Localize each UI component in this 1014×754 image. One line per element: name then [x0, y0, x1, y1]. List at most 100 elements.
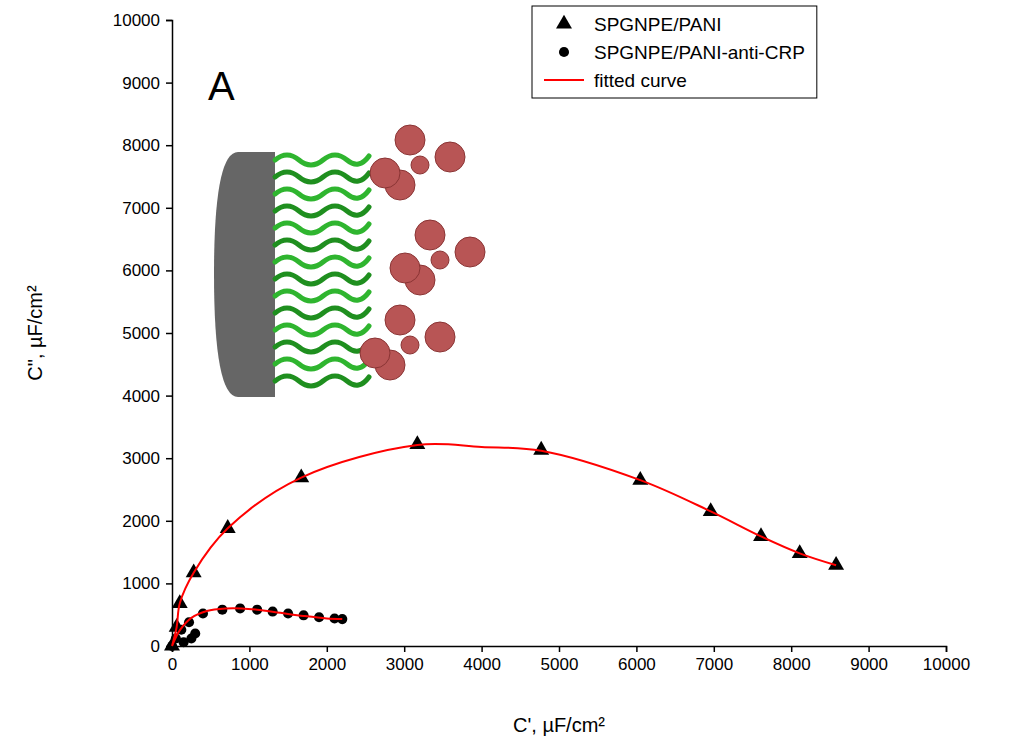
legend-swatch	[559, 47, 569, 57]
y-tick: 2000	[122, 512, 172, 531]
y-tick-label: 6000	[122, 261, 160, 280]
x-tick: 2000	[308, 646, 346, 674]
x-tick-mark	[404, 646, 406, 652]
x-tick-label: 1000	[231, 655, 269, 674]
x-tick-mark	[636, 646, 638, 652]
y-tick-mark	[166, 208, 172, 210]
antibody	[360, 338, 390, 368]
x-tick: 8000	[773, 646, 811, 674]
y-tick-label: 2000	[122, 512, 160, 531]
x-tick-mark	[791, 646, 793, 652]
y-axis-line	[166, 21, 173, 647]
y-tick-mark	[166, 270, 172, 272]
x-tick: 9000	[850, 646, 888, 674]
polymer-chain	[275, 257, 369, 267]
x-tick-label: 9000	[850, 655, 888, 674]
x-tick-label: 7000	[695, 655, 733, 674]
x-axis: 0 1000 2000 3000 4000 5000 6000 7000 8000 9000 100…	[168, 646, 970, 674]
y-tick-mark	[166, 82, 172, 84]
x-tick: 7000	[695, 646, 733, 674]
y-tick-mark	[166, 145, 172, 147]
polymer-chain	[275, 223, 369, 233]
x-tick-label: 10000	[923, 655, 970, 674]
illustration	[214, 125, 485, 397]
x-tick-label: 5000	[541, 655, 579, 674]
x-tick-label: 4000	[463, 655, 501, 674]
y-tick: 6000	[122, 261, 172, 280]
x-tick: 4000	[463, 646, 501, 674]
y-tick: 9000	[122, 74, 172, 93]
y-tick-label: 1000	[122, 574, 160, 593]
antibody	[370, 158, 400, 188]
point	[409, 435, 425, 449]
polymer-chain	[275, 240, 369, 250]
antibody	[411, 156, 429, 174]
x-tick-label: 3000	[386, 655, 424, 674]
polymer-chain	[275, 206, 369, 216]
antibody	[395, 125, 425, 155]
x-tick: 6000	[618, 646, 656, 674]
polymer-chain	[275, 291, 369, 301]
antibody	[425, 322, 455, 352]
y-axis: 0100020003000400050006000700080009000100…	[113, 11, 173, 656]
fitted-line	[172, 444, 836, 646]
y-tick: 3000	[122, 449, 172, 468]
polymer-chain	[275, 376, 369, 386]
x-axis-title: C', µF/cm²	[513, 714, 605, 736]
antibody	[401, 336, 419, 354]
x-tick-mark	[714, 646, 716, 652]
y-axis-title: C", µF/cm²	[24, 285, 46, 381]
y-tick-label: 5000	[122, 324, 160, 343]
y-tick-mark	[166, 583, 172, 585]
y-tick-mark	[166, 458, 172, 460]
polymer-chain	[275, 155, 369, 165]
x-tick: 3000	[386, 646, 424, 674]
x-tick-mark	[481, 646, 483, 652]
y-tick: 4000	[122, 387, 172, 406]
y-tick-mark	[166, 521, 172, 523]
x-tick-label: 8000	[773, 655, 811, 674]
electrode	[214, 152, 275, 397]
x-tick-label: 2000	[308, 655, 346, 674]
polymer-chain	[275, 274, 369, 284]
legend-label: SPGNPE/PANI-anti-CRP	[594, 42, 805, 63]
point	[190, 628, 200, 638]
y-tick-mark	[166, 20, 172, 22]
y-tick: 5000	[122, 324, 172, 343]
x-tick: 10000	[923, 646, 970, 674]
plot: 0 1000 2000 3000 4000 5000 6000 7000 8000 9000 100…	[113, 11, 970, 674]
x-tick: 1000	[231, 646, 269, 674]
y-tick-mark	[166, 395, 172, 397]
y-tick: 1000	[122, 574, 172, 593]
legend-box	[532, 6, 817, 98]
legend-label: SPGNPE/PANI	[594, 14, 721, 35]
marks	[164, 435, 844, 651]
x-tick-mark	[946, 646, 948, 652]
y-tick-mark	[166, 333, 172, 335]
y-tick-label: 10000	[113, 11, 160, 30]
polymer-chain	[275, 325, 369, 335]
polymer-chain	[275, 342, 369, 352]
antibody	[435, 142, 465, 172]
polymer-chain	[275, 172, 369, 182]
panel-label: A	[208, 64, 235, 108]
y-tick: 8000	[122, 136, 172, 155]
x-tick-mark	[327, 646, 329, 652]
y-tick-label: 7000	[122, 199, 160, 218]
y-tick: 10000	[113, 11, 172, 30]
antibody	[455, 237, 485, 267]
antibody	[385, 305, 415, 335]
chart: 0 1000 2000 3000 4000 5000 6000 7000 8000 9000 100…	[0, 0, 1014, 754]
x-axis-line	[173, 647, 947, 653]
legend-label: fitted curve	[594, 70, 687, 91]
x-tick-label: 0	[168, 655, 177, 674]
x-tick-mark	[868, 646, 870, 652]
x-tick: 5000	[541, 646, 579, 674]
y-tick-label: 4000	[122, 387, 160, 406]
x-tick-mark	[249, 646, 251, 652]
antibody	[431, 251, 449, 269]
y-tick: 7000	[122, 199, 172, 218]
antibody	[415, 220, 445, 250]
y-tick-label: 9000	[122, 74, 160, 93]
antibody	[390, 253, 420, 283]
